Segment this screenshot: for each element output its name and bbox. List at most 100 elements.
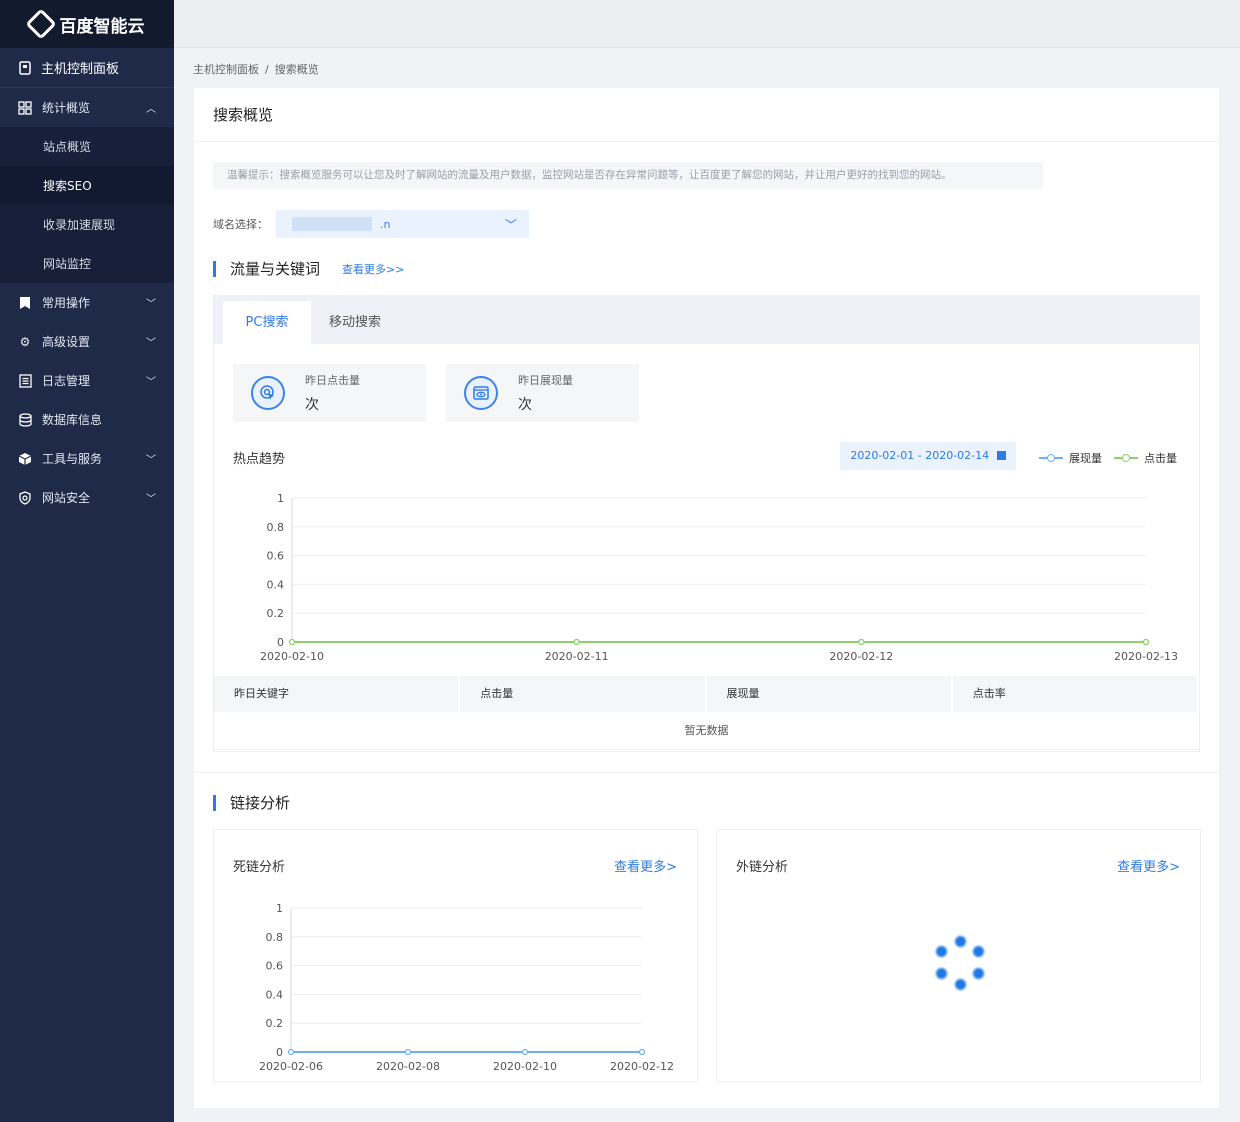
sidebar-item-database[interactable]: 数据库信息 xyxy=(0,400,174,439)
data-point xyxy=(521,1048,529,1056)
y-tick-label: 1 xyxy=(276,902,283,915)
tab-pc-search[interactable]: PC搜索 xyxy=(223,301,311,344)
panel-title: 死链分析 xyxy=(233,860,286,875)
search-overview-card: 搜索概览 温馨提示：搜索概览服务可以让您及时了解网站的流量及用户数据，监控网站是… xyxy=(194,88,1219,772)
page-title: 搜索概览 xyxy=(194,88,1219,142)
legend-item-impressions[interactable]: 展现量 xyxy=(1039,450,1102,466)
data-point xyxy=(858,638,865,646)
dead-link-panel: 死链分析 查看更多> 0 0.2 0.4 0.6 0.8 1 2020-02-06 2020-… xyxy=(213,829,698,1082)
legend-marker xyxy=(1039,454,1063,462)
x-tick-label: 2020-02-12 xyxy=(829,650,893,663)
chevron-down-icon: ﹀ xyxy=(504,218,517,232)
chevron-down-icon: ﹀ xyxy=(146,455,156,466)
sidebar-sub-site-monitor[interactable]: 网站监控 xyxy=(0,244,174,283)
sidebar-item-console[interactable]: 主机控制面板 xyxy=(0,48,174,88)
box-icon xyxy=(18,452,32,466)
stat-impressions: 昨日展现量 次 xyxy=(446,364,639,422)
breadcrumb: 主机控制面板 / 搜索概览 xyxy=(193,61,319,77)
sidebar-item-stats[interactable]: 统计概览 ︿ xyxy=(0,88,174,127)
sidebar: 百度智能云 主机控制面板 统计概览 ︿ 站点概览 搜索SEO 收录加速展现 网站… xyxy=(0,0,174,1122)
tip-banner: 温馨提示：搜索概览服务可以让您及时了解网站的流量及用户数据，监控网站是否存在异常… xyxy=(213,162,1043,189)
cursor-click-icon xyxy=(251,376,285,410)
trend-chart-svg: 0 0.2 0.4 0.6 0.8 1 2020-02-10 2020-02-11 2020-0… xyxy=(260,492,1178,663)
trend-chart: 0 0.2 0.4 0.6 0.8 1 2020-02-10 2020-02-11 2020-0… xyxy=(214,476,1199,676)
breadcrumb-root[interactable]: 主机控制面板 xyxy=(193,63,259,76)
domain-value: .n xyxy=(380,217,391,231)
section-marker xyxy=(213,794,216,811)
sidebar-item-tools[interactable]: 工具与服务 ﹀ xyxy=(0,439,174,478)
data-point xyxy=(1142,638,1150,646)
sidebar-item-common-ops[interactable]: 常用操作 ﹀ xyxy=(0,283,174,322)
x-tick-label: 2020-02-10 xyxy=(260,650,324,663)
bookmark-icon xyxy=(18,296,32,310)
data-point xyxy=(638,1048,646,1056)
column-header-ctr[interactable]: 点击率 xyxy=(953,676,1199,712)
column-header-impressions[interactable]: 展现量 xyxy=(707,676,953,712)
y-tick-label: 0.8 xyxy=(267,521,285,534)
x-tick-label: 2020-02-08 xyxy=(376,1060,440,1073)
brand-name: 百度智能云 xyxy=(59,16,145,37)
y-tick-label: 0.2 xyxy=(267,607,285,620)
column-header-clicks[interactable]: 点击量 xyxy=(460,676,707,712)
sidebar-item-label: 网站安全 xyxy=(42,491,91,505)
domain-redacted xyxy=(292,217,372,231)
sidebar-sub-search-seo[interactable]: 搜索SEO xyxy=(0,166,174,205)
sidebar-item-security[interactable]: 网站安全 ﹀ xyxy=(0,478,174,517)
sidebar-item-label: 工具与服务 xyxy=(42,452,103,466)
gear-icon: ⚙ xyxy=(19,334,31,349)
stat-label: 昨日点击量 xyxy=(305,374,360,387)
sidebar-sub-site-overview[interactable]: 站点概览 xyxy=(0,127,174,166)
section-title: 流量与关键词 xyxy=(230,260,321,278)
panel-title: 外链分析 xyxy=(736,860,789,875)
chevron-up-icon: ︿ xyxy=(146,104,156,115)
grid-icon xyxy=(18,100,32,115)
traffic-more-link[interactable]: 查看更多>> xyxy=(342,262,405,276)
breadcrumb-current: 搜索概览 xyxy=(274,63,319,76)
dead-link-chart: 0 0.2 0.4 0.6 0.8 1 2020-02-06 2020-02-08 2020-0… xyxy=(259,902,674,1073)
y-tick-label: 0.8 xyxy=(266,931,284,944)
loading-spinner-icon xyxy=(933,936,989,992)
x-tick-label: 2020-02-12 xyxy=(610,1060,674,1073)
external-link-more-link[interactable]: 查看更多> xyxy=(1117,860,1180,875)
legend-marker xyxy=(1114,454,1138,462)
sidebar-item-label: 数据库信息 xyxy=(42,413,103,427)
links-section-head: 链接分析 xyxy=(213,792,290,813)
column-header-keyword[interactable]: 昨日关键字 xyxy=(214,676,461,712)
shield-search-icon xyxy=(18,490,32,505)
traffic-section-head: 流量与关键词 查看更多>> xyxy=(213,258,404,279)
section-marker xyxy=(213,260,216,277)
chevron-down-icon: ﹀ xyxy=(146,494,156,505)
sidebar-item-logs[interactable]: 日志管理 ﹀ xyxy=(0,361,174,400)
dead-link-more-link[interactable]: 查看更多> xyxy=(614,860,677,875)
tab-mobile-search[interactable]: 移动搜索 xyxy=(328,315,381,330)
brand-logo[interactable]: 百度智能云 xyxy=(0,0,174,48)
legend-item-clicks[interactable]: 点击量 xyxy=(1114,450,1177,466)
domain-select[interactable]: .n ﹀ xyxy=(276,210,529,238)
console-icon xyxy=(19,60,31,75)
x-tick-label: 2020-02-06 xyxy=(259,1060,323,1073)
keyword-table: 昨日关键字 点击量 展现量 点击率 暂无数据 xyxy=(214,676,1199,750)
sidebar-item-label: 统计概览 xyxy=(42,101,91,115)
legend-label: 点击量 xyxy=(1144,452,1177,465)
database-icon xyxy=(18,412,32,427)
sidebar-sub-index-acceleration[interactable]: 收录加速展现 xyxy=(0,205,174,244)
chevron-down-icon: ﹀ xyxy=(146,338,156,349)
sidebar-item-advanced[interactable]: ⚙ 高级设置 ﹀ xyxy=(0,322,174,361)
chevron-down-icon: ﹀ xyxy=(146,299,156,310)
cloud-logo-icon xyxy=(24,8,57,40)
x-tick-label: 2020-02-11 xyxy=(545,650,609,663)
date-range-picker[interactable]: 2020-02-01 - 2020-02-14 xyxy=(840,442,1016,470)
trend-title: 热点趋势 xyxy=(233,452,286,467)
breadcrumb-separator: / xyxy=(265,63,269,76)
top-bar xyxy=(174,0,1240,48)
y-tick-label: 0.6 xyxy=(266,960,284,973)
domain-row: 域名选择： .n ﹀ xyxy=(213,210,529,238)
y-tick-label: 0.2 xyxy=(266,1017,284,1030)
y-tick-label: 0.6 xyxy=(267,550,285,563)
stat-value: 次 xyxy=(305,397,319,413)
y-tick-label: 0 xyxy=(277,636,284,649)
traffic-panel: PC搜索 移动搜索 昨日点击量 次 昨日展现量 次 热点趋势 2020-02-0… xyxy=(213,295,1200,752)
sidebar-item-label: 主机控制面板 xyxy=(41,62,120,77)
data-point xyxy=(288,638,296,646)
chart-legend: 展现量 点击量 xyxy=(1039,450,1177,466)
